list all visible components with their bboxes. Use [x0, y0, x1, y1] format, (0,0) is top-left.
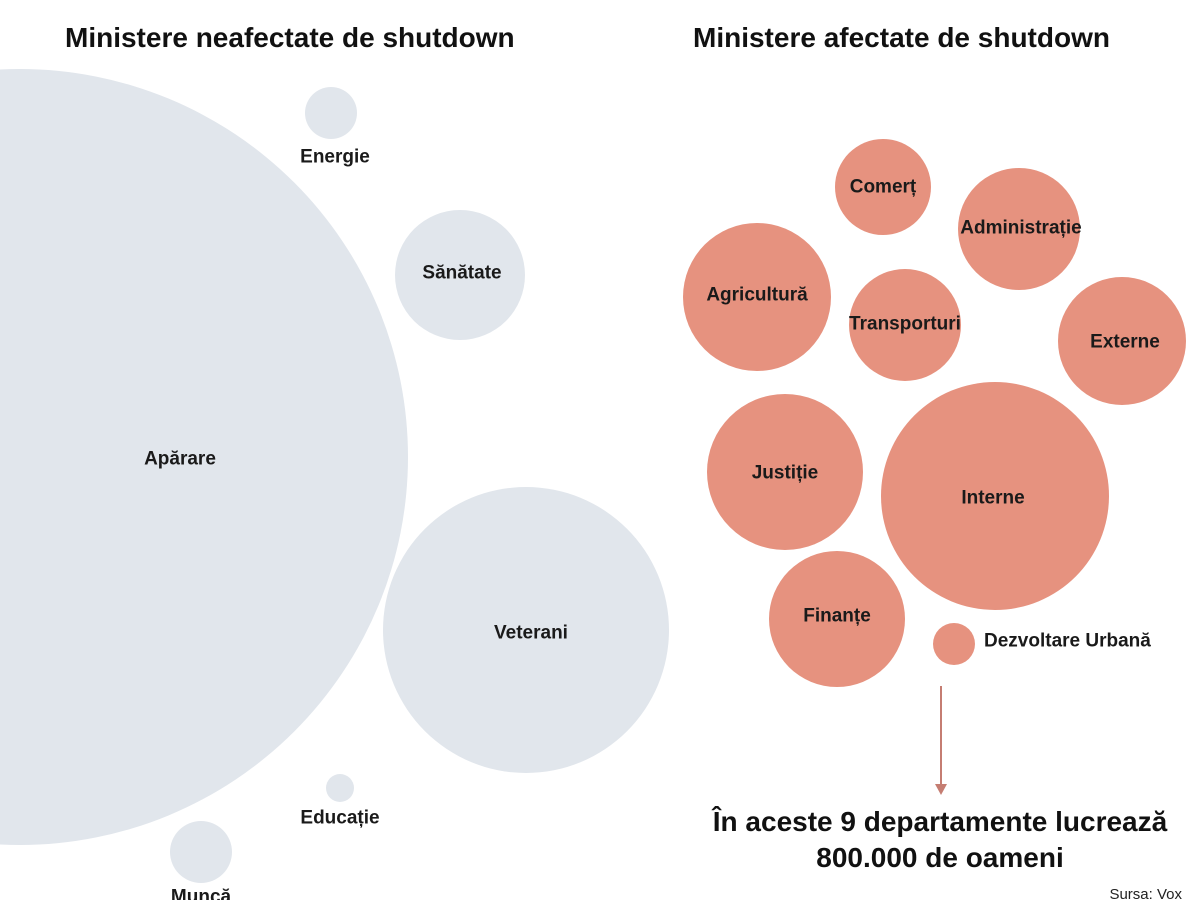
affected-label-externe: Externe [1090, 332, 1160, 353]
unaffected-label-munca: Muncă [171, 887, 232, 901]
affected-bubble-externe [1058, 277, 1186, 405]
unaffected-bubble-aparare [0, 69, 408, 845]
affected-label-justitie: Justiție [752, 463, 819, 484]
unaffected-title: Ministere neafectate de shutdown [65, 22, 515, 53]
affected-bubble-justitie [707, 394, 863, 550]
unaffected-label-veterani: Veterani [494, 623, 568, 644]
unaffected-bubble-energie [305, 87, 357, 139]
affected-label-administratie: Administrație [960, 218, 1081, 239]
affected-label-agricultura: Agricultură [706, 285, 808, 306]
unaffected-bubble-sanatate [395, 210, 525, 340]
affected-title: Ministere afectate de shutdown [693, 22, 1110, 53]
affected-bubble-administratie [958, 168, 1080, 290]
conclusion-line-1: În aceste 9 departamente lucrează [712, 806, 1168, 837]
affected-label-finante: Finanțe [803, 606, 871, 627]
unaffected-bubble-munca [170, 821, 232, 883]
affected-bubble-dezvoltare-urbana [933, 623, 975, 665]
affected-bubble-finante [769, 551, 905, 687]
unaffected-label-energie: Energie [300, 147, 370, 168]
unaffected-label-sanatate: Sănătate [422, 263, 501, 284]
unaffected-bubble-educatie [326, 774, 354, 802]
conclusion-text: În aceste 9 departamente lucrează 800.00… [690, 804, 1190, 876]
conclusion-line-2: 800.000 de oameni [816, 842, 1064, 873]
unaffected-label-educatie: Educație [300, 808, 379, 829]
source-credit: Sursa: Vox [1109, 886, 1182, 903]
affected-bubble-interne [881, 382, 1109, 610]
unaffected-label-aparare: Apărare [144, 449, 216, 470]
affected-label-interne: Interne [961, 488, 1024, 509]
affected-label-dezvoltare-urbana: Dezvoltare Urbană [984, 631, 1151, 652]
unaffected-bubble-veterani [383, 487, 669, 773]
affected-label-transporturi: Transporturi [849, 314, 961, 335]
down-arrow [935, 686, 947, 795]
affected-bubble-agricultura [683, 223, 831, 371]
affected-label-comert: Comerț [850, 177, 917, 198]
affected-bubble-comert [835, 139, 931, 235]
affected-bubble-transporturi [849, 269, 961, 381]
